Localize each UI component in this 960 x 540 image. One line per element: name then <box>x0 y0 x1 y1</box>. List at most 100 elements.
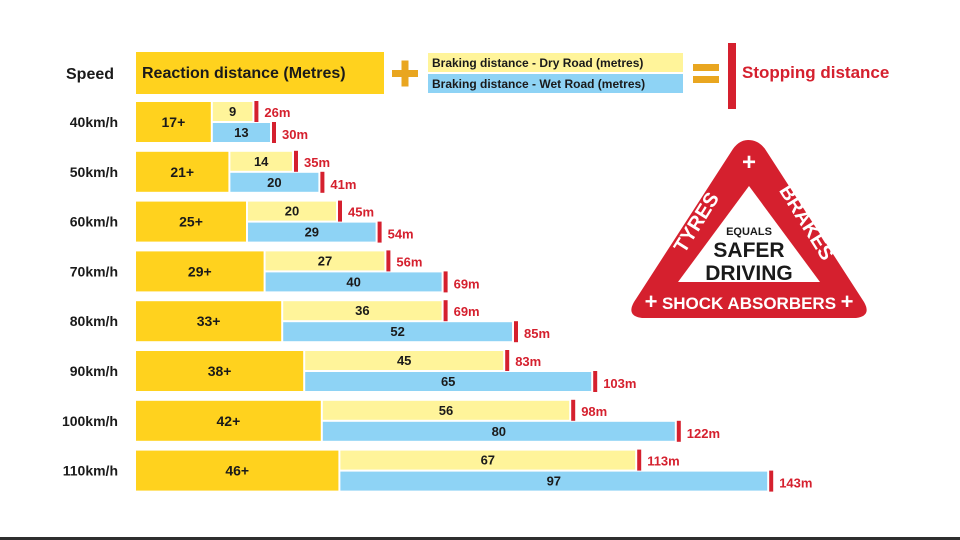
wet-stop-marker <box>377 221 382 243</box>
wet-stop-marker <box>272 122 276 143</box>
dry-braking-value-label: 36 <box>355 303 369 318</box>
wet-stop-marker <box>443 271 448 293</box>
dry-stopping-label: 45m <box>348 205 374 220</box>
stopping-header-bar <box>728 43 736 109</box>
wet-braking-bar <box>230 172 319 192</box>
dry-stopping-label: 26m <box>264 105 290 120</box>
dry-stop-marker <box>571 399 576 421</box>
reaction-value-label: 17+ <box>162 114 186 130</box>
svg-text:+: + <box>742 149 756 176</box>
speed-label: 80km/h <box>70 313 118 329</box>
dry-stop-marker <box>386 250 391 272</box>
dry-stop-marker <box>637 449 642 471</box>
wet-braking-value-label: 13 <box>234 125 248 140</box>
wet-braking-bar <box>212 123 270 142</box>
badge-top-plus-icon: + <box>742 149 756 176</box>
chart-rows: 40km/h 17+ 9 26m 13 30m 50km/h 21+ 14 35m 20 41m 60k… <box>62 101 812 492</box>
bottom-divider <box>0 537 960 540</box>
wet-braking-value-label: 29 <box>305 225 319 240</box>
speed-label: 110km/h <box>63 463 118 479</box>
dry-braking-bar <box>230 151 292 171</box>
plus-symbol-icon <box>392 60 418 87</box>
dry-stopping-label: 35m <box>304 155 330 170</box>
speed-label: 70km/h <box>70 263 118 279</box>
dry-braking-bar <box>283 301 442 321</box>
speed-label: 60km/h <box>70 214 118 230</box>
dry-stopping-label: 56m <box>396 254 422 269</box>
wet-stop-marker <box>593 371 598 392</box>
reaction-value-label: 42+ <box>217 413 241 429</box>
dry-stop-marker <box>338 200 342 222</box>
dry-braking-bar <box>248 201 336 221</box>
reaction-value-label: 21+ <box>170 164 194 180</box>
dry-braking-value-label: 45 <box>397 353 411 368</box>
speed-header: Speed <box>66 66 114 83</box>
dry-braking-bar <box>340 450 636 470</box>
wet-braking-value-label: 80 <box>492 424 506 439</box>
dry-stopping-label: 98m <box>581 404 607 419</box>
wet-stop-marker <box>769 470 774 492</box>
dry-legend-label: Braking distance - Dry Road (metres) <box>432 56 643 70</box>
wet-stopping-label: 143m <box>779 476 812 491</box>
badge-line1: SAFER <box>713 239 784 262</box>
wet-legend-label: Braking distance - Wet Road (metres) <box>432 77 645 91</box>
dry-braking-value-label: 67 <box>481 453 495 468</box>
dry-stop-marker <box>294 150 298 172</box>
reaction-bar <box>136 351 304 391</box>
wet-braking-value-label: 97 <box>547 474 561 489</box>
speed-label: 90km/h <box>70 363 118 379</box>
wet-stop-marker <box>676 420 681 442</box>
speed-label: 100km/h <box>62 413 118 429</box>
badge-line2: DRIVING <box>705 262 793 285</box>
dry-braking-bar <box>322 400 570 420</box>
wet-stopping-label: 41m <box>330 177 356 192</box>
reaction-bar <box>136 400 321 441</box>
dry-stopping-label: 83m <box>515 354 541 369</box>
dry-braking-value-label: 9 <box>229 104 236 119</box>
wet-stop-marker <box>514 321 518 343</box>
speed-label: 40km/h <box>70 114 118 130</box>
wet-braking-bar <box>283 322 512 342</box>
wet-stopping-label: 85m <box>524 326 550 341</box>
stopping-header-label: Stopping distance <box>742 63 889 82</box>
reaction-header-box <box>136 52 384 94</box>
wet-stop-marker <box>320 171 325 193</box>
dry-braking-value-label: 27 <box>318 253 332 268</box>
reaction-bar <box>136 450 339 491</box>
badge-inner-triangle <box>678 186 820 282</box>
wet-legend-box <box>428 74 683 93</box>
wet-braking-bar <box>322 421 675 441</box>
dry-braking-value-label: 56 <box>439 403 453 418</box>
dry-stopping-label: 113m <box>647 454 680 469</box>
dry-braking-bar <box>212 102 253 121</box>
wet-braking-value-label: 20 <box>267 175 281 190</box>
reaction-bar <box>136 301 282 342</box>
wet-stopping-label: 54m <box>388 227 414 242</box>
dry-stop-marker <box>505 350 510 371</box>
dry-stop-marker <box>254 101 259 122</box>
reaction-bar <box>136 201 246 242</box>
dry-legend-box <box>428 53 683 72</box>
dry-braking-bar <box>305 351 504 370</box>
equals-symbol-icon <box>693 64 719 83</box>
wet-braking-bar <box>265 272 442 292</box>
reaction-header-label: Reaction distance (Metres) <box>142 65 346 82</box>
reaction-value-label: 29+ <box>188 263 212 279</box>
reaction-bar <box>136 102 211 142</box>
badge-equals-text: EQUALS <box>726 226 772 238</box>
badge-bottom-text: SHOCK ABSORBERS <box>662 294 836 313</box>
wet-stopping-label: 30m <box>282 127 308 142</box>
dry-stop-marker <box>443 300 448 322</box>
reaction-value-label: 25+ <box>179 214 203 230</box>
speed-label: 50km/h <box>70 164 118 180</box>
dry-stopping-label: 69m <box>454 304 480 319</box>
wet-braking-bar <box>248 222 376 242</box>
wet-stopping-label: 122m <box>687 426 720 441</box>
wet-stopping-label: 103m <box>603 376 636 391</box>
reaction-value-label: 38+ <box>208 363 232 379</box>
dry-braking-value-label: 20 <box>285 204 299 219</box>
reaction-bar <box>136 251 264 292</box>
dry-braking-bar <box>265 251 385 271</box>
safer-driving-badge: + + + TYRES BRAKES SHOCK ABSORBERS EQUAL… <box>631 140 867 318</box>
